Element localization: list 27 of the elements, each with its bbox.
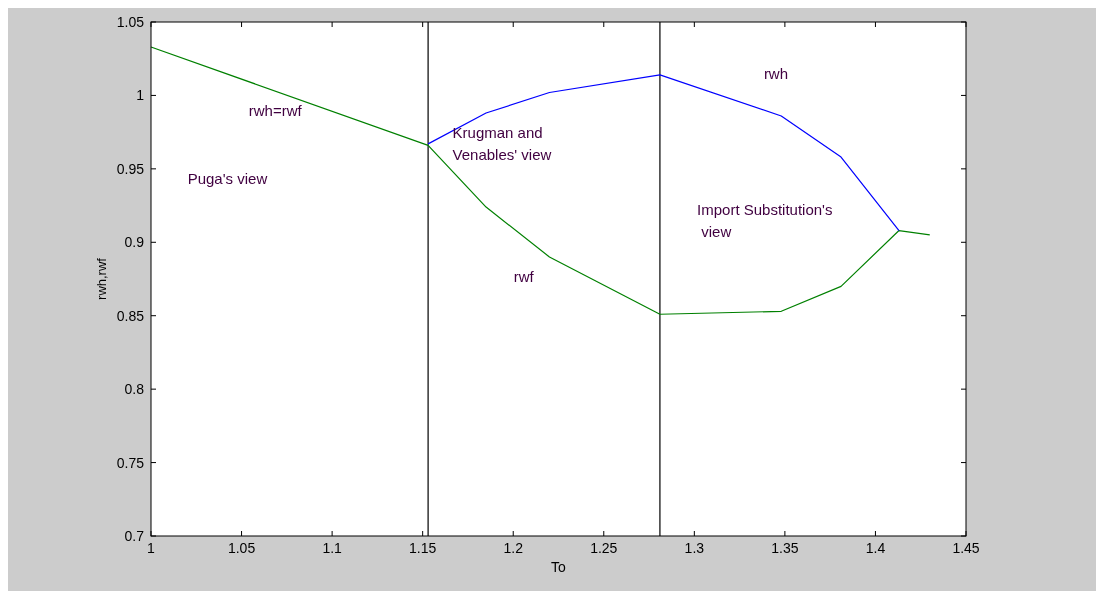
y-tick-label: 0.95 xyxy=(116,160,145,177)
x-tick-label: 1 xyxy=(147,540,156,556)
annotation: rwf xyxy=(513,267,535,285)
annotation: Puga's view xyxy=(187,169,268,187)
x-axis-title: To xyxy=(551,559,567,575)
y-axis-title: rwh,rwf xyxy=(94,257,109,300)
line-series xyxy=(150,46,931,315)
x-tick-label: 1.1 xyxy=(322,540,343,556)
x-tick-label: 1.2 xyxy=(503,540,524,556)
x-tick-label: 1.45 xyxy=(952,540,980,556)
y-tick-label: 0.75 xyxy=(116,454,145,471)
y-tick-label: 0.8 xyxy=(124,381,145,398)
annotation: rwh xyxy=(763,64,789,82)
x-tick-label: 1.15 xyxy=(409,540,437,556)
x-tick-label: 1.35 xyxy=(771,540,799,556)
annotation: Import Substitution's view xyxy=(697,200,833,240)
annotation: rwh=rwf xyxy=(248,102,303,120)
x-tick-label: 1.25 xyxy=(590,540,618,556)
x-tick-label: 1.4 xyxy=(865,540,886,556)
y-tick-label: 1.05 xyxy=(116,14,145,30)
y-tick-label: 0.7 xyxy=(124,528,145,544)
y-tick-label: 0.9 xyxy=(124,234,145,251)
x-tick-label: 1.05 xyxy=(227,540,256,556)
x-tick-label: 1.3 xyxy=(684,540,705,556)
annotation: Krugman and Venables' view xyxy=(452,123,552,163)
y-tick-label: 1 xyxy=(136,87,145,104)
y-tick-label: 0.85 xyxy=(116,307,145,324)
